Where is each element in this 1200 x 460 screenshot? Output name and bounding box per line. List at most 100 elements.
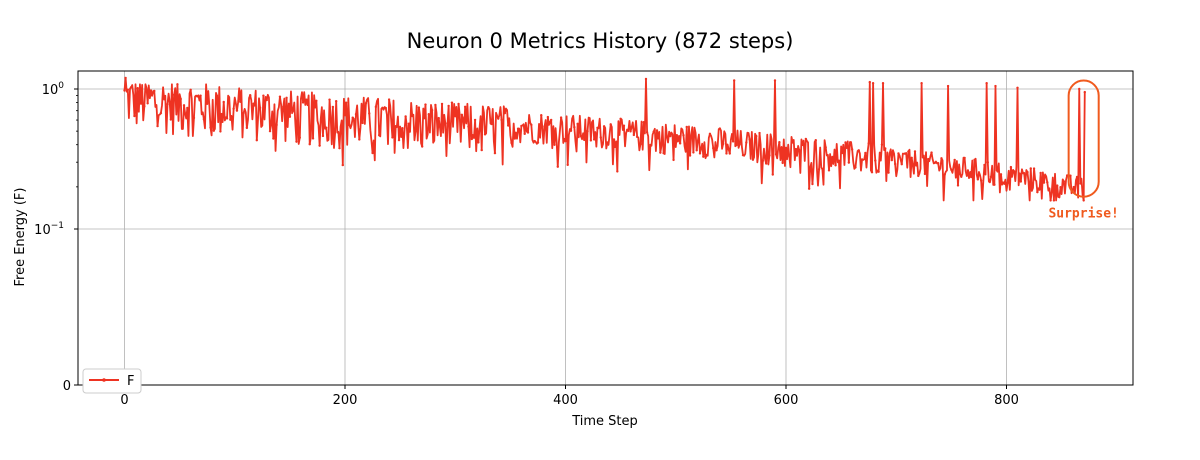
series-f-point bbox=[933, 161, 937, 165]
series-f-point bbox=[268, 129, 272, 133]
series-f-point bbox=[619, 117, 622, 120]
series-f-point bbox=[841, 151, 844, 155]
series-f-point bbox=[880, 143, 884, 146]
series-f-point bbox=[159, 111, 163, 115]
series-f-point bbox=[639, 142, 642, 146]
series-f-point bbox=[890, 158, 894, 162]
series-f-point bbox=[523, 132, 526, 136]
series-f-point bbox=[811, 182, 814, 186]
x-axis-ticks: 0 200 400 600 800 bbox=[120, 385, 1019, 408]
surprise-annotation: Surprise! bbox=[1048, 79, 1119, 222]
series-f-point bbox=[868, 80, 871, 84]
series-f-point bbox=[659, 151, 662, 154]
grid-lines bbox=[78, 71, 1133, 385]
series-f-point bbox=[265, 98, 268, 102]
series-f-point bbox=[282, 105, 285, 109]
series-f-point bbox=[718, 127, 722, 130]
series-f-point bbox=[258, 106, 262, 110]
series-f-point bbox=[794, 147, 798, 151]
series-f-point bbox=[182, 104, 186, 107]
series-f-point bbox=[844, 141, 847, 144]
x-tick-label: 600 bbox=[774, 393, 799, 408]
surprise-highlight-box bbox=[1067, 79, 1100, 198]
series-f-point bbox=[771, 173, 774, 176]
series-f-point bbox=[447, 104, 450, 108]
series-f-point bbox=[199, 94, 202, 97]
series-f-point bbox=[1013, 170, 1016, 173]
series-f-point bbox=[510, 141, 513, 145]
series-f-point bbox=[543, 125, 546, 128]
series-f-point bbox=[930, 151, 933, 154]
series-f-point bbox=[450, 101, 454, 104]
series-f-point bbox=[480, 148, 483, 152]
series-f-point bbox=[123, 89, 126, 92]
series-f-point bbox=[401, 126, 404, 130]
series-f-point bbox=[692, 151, 695, 154]
series-f-point bbox=[344, 101, 348, 104]
series-f-point bbox=[1003, 182, 1006, 185]
series-f-point bbox=[867, 142, 870, 145]
x-axis-label: Time Step bbox=[571, 414, 638, 429]
series-f-point bbox=[821, 167, 824, 170]
series-f-point bbox=[407, 122, 411, 125]
series-f-point bbox=[318, 144, 321, 147]
series-f-point bbox=[298, 136, 301, 139]
series-f-point bbox=[189, 88, 192, 92]
series-f-point bbox=[556, 165, 559, 168]
series-f-point bbox=[963, 156, 966, 160]
series-f-point bbox=[295, 140, 298, 143]
series-f-point bbox=[460, 113, 464, 116]
series-f-point bbox=[166, 103, 169, 106]
series-f-point bbox=[470, 137, 473, 141]
series-f-point bbox=[374, 105, 378, 109]
series-f-point bbox=[215, 94, 219, 98]
series-f-point bbox=[404, 115, 407, 118]
series-f-point bbox=[364, 102, 368, 105]
series-f-point bbox=[1079, 182, 1082, 185]
series-f-point bbox=[688, 154, 692, 157]
series-f-point bbox=[315, 99, 318, 102]
series-f-point bbox=[675, 133, 679, 137]
series-f-point bbox=[979, 179, 983, 182]
series-f-point bbox=[530, 123, 533, 127]
series-f-point bbox=[917, 174, 920, 178]
series-f-point bbox=[985, 82, 988, 85]
series-f-point bbox=[1019, 180, 1023, 183]
series-f-point bbox=[884, 147, 887, 150]
series-f-point bbox=[649, 143, 652, 147]
series-f-point bbox=[791, 141, 794, 144]
series-f-point bbox=[1046, 181, 1049, 184]
series-f-point bbox=[682, 134, 685, 137]
series-f-point bbox=[1029, 167, 1032, 170]
series-f-point bbox=[764, 162, 768, 165]
series-f-point bbox=[1032, 167, 1036, 170]
series-f-point bbox=[275, 123, 278, 127]
series-f-point bbox=[731, 140, 735, 143]
series-f-point bbox=[1083, 90, 1086, 94]
series-f-point bbox=[384, 106, 387, 110]
series-f-point bbox=[738, 143, 741, 146]
series-f-point bbox=[156, 124, 159, 128]
series-f-point bbox=[834, 164, 837, 167]
series-f-point bbox=[850, 148, 854, 151]
series-f-point bbox=[695, 149, 698, 152]
series-f-point bbox=[592, 138, 596, 141]
series-f-point bbox=[368, 112, 371, 115]
series-f-point bbox=[986, 161, 989, 164]
series-f-point bbox=[940, 157, 943, 160]
series-f-point bbox=[391, 136, 394, 139]
series-f-point bbox=[549, 118, 553, 122]
series-f-point bbox=[784, 146, 788, 150]
series-f-point bbox=[301, 101, 305, 104]
series-f-point bbox=[506, 124, 510, 127]
series-f-point bbox=[632, 133, 636, 137]
series-f-point bbox=[129, 86, 133, 89]
series-f-point bbox=[219, 130, 222, 133]
series-f-point bbox=[871, 82, 875, 85]
series-f-point bbox=[285, 96, 288, 100]
series-f-point bbox=[242, 111, 245, 115]
series-f-point bbox=[457, 102, 460, 106]
series-f-point bbox=[139, 102, 143, 105]
series-f-point bbox=[893, 162, 897, 166]
series-f-point bbox=[341, 163, 344, 167]
